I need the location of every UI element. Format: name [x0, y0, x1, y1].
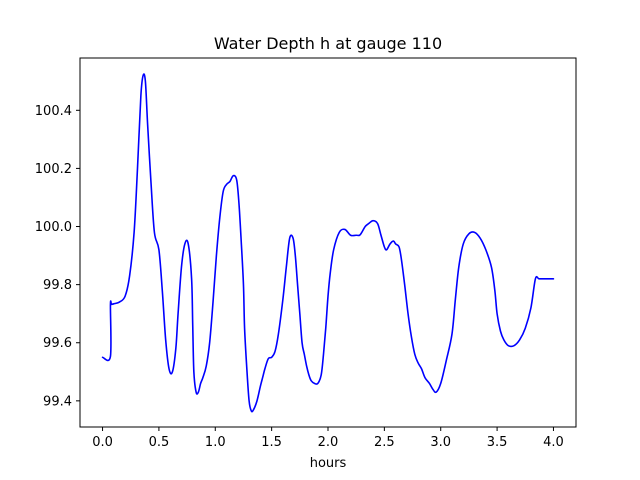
x-tick-label: 3.0	[430, 435, 451, 450]
y-tick-label: 99.8	[43, 278, 72, 293]
x-tick-label: 2.5	[374, 435, 395, 450]
x-tick-label: 0.0	[92, 435, 113, 450]
chart-title: Water Depth h at gauge 110	[214, 34, 442, 53]
series-line-water-depth	[101, 73, 555, 413]
y-tick-label: 100.0	[35, 220, 72, 235]
y-axis: 99.4 99.6 99.8 100.0 100.2 100.4	[35, 104, 80, 409]
x-tick-label: 0.5	[149, 435, 170, 450]
plot-area	[101, 73, 555, 413]
y-tick-label: 100.2	[35, 162, 72, 177]
y-tick-label: 99.4	[43, 394, 72, 409]
x-tick-label: 4.0	[543, 435, 564, 450]
y-tick-label: 100.4	[35, 104, 72, 119]
x-axis-label: hours	[310, 456, 347, 471]
x-tick-label: 2.0	[318, 435, 339, 450]
x-tick-label: 3.5	[487, 435, 508, 450]
x-axis: 0.0 0.5 1.0 1.5 2.0 2.5 3.0 3.5 4.0	[92, 427, 564, 450]
x-tick-label: 1.5	[261, 435, 282, 450]
axes-frame	[79, 57, 577, 428]
y-tick-label: 99.6	[43, 336, 72, 351]
x-tick-label: 1.0	[205, 435, 226, 450]
